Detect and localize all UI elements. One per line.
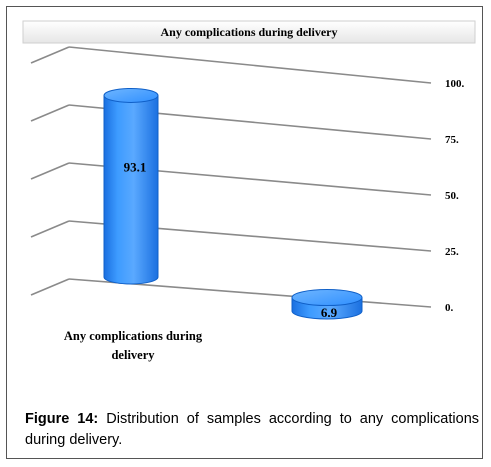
grid	[30, 46, 432, 308]
figure-caption: Figure 14: Distribution of samples accor…	[25, 409, 479, 451]
figure-frame: Any complications during delivery 0. 25. 5…	[6, 6, 483, 459]
y-tick-label: 75.	[445, 134, 459, 146]
bars	[103, 87, 363, 320]
tick-labels: 0. 25. 50. 75. 100.	[445, 78, 465, 314]
bar-top	[103, 87, 159, 103]
y-tick-label: 0.	[445, 302, 454, 314]
chart-title: Any complications during delivery	[160, 25, 337, 39]
data-label: 6.9	[321, 305, 338, 320]
bar	[103, 87, 159, 285]
chart-title-bar	[22, 20, 476, 44]
gridline-side	[30, 162, 70, 180]
y-tick-label: 100.	[445, 78, 465, 90]
y-tick-label: 50.	[445, 190, 459, 202]
gridline-side	[30, 46, 70, 64]
bar	[291, 289, 363, 320]
caption-text: Distribution of samples according to any…	[25, 411, 480, 448]
data-label: 93.1	[124, 160, 147, 175]
category-label-line-2: delivery	[111, 348, 155, 362]
y-tick-label: 25.	[445, 246, 459, 258]
gridline	[68, 46, 432, 84]
gridline-side	[30, 220, 70, 238]
gridline-side	[30, 278, 70, 296]
bar-body	[103, 94, 159, 285]
gridline-side	[30, 104, 70, 122]
value-labels: 93.1 6.9	[124, 160, 338, 320]
category-label-line-1: Any complications during	[64, 329, 203, 343]
caption-label: Figure 14:	[25, 411, 99, 427]
bar-top	[291, 289, 363, 307]
chart: Any complications during delivery 0. 25. 5…	[22, 20, 476, 362]
